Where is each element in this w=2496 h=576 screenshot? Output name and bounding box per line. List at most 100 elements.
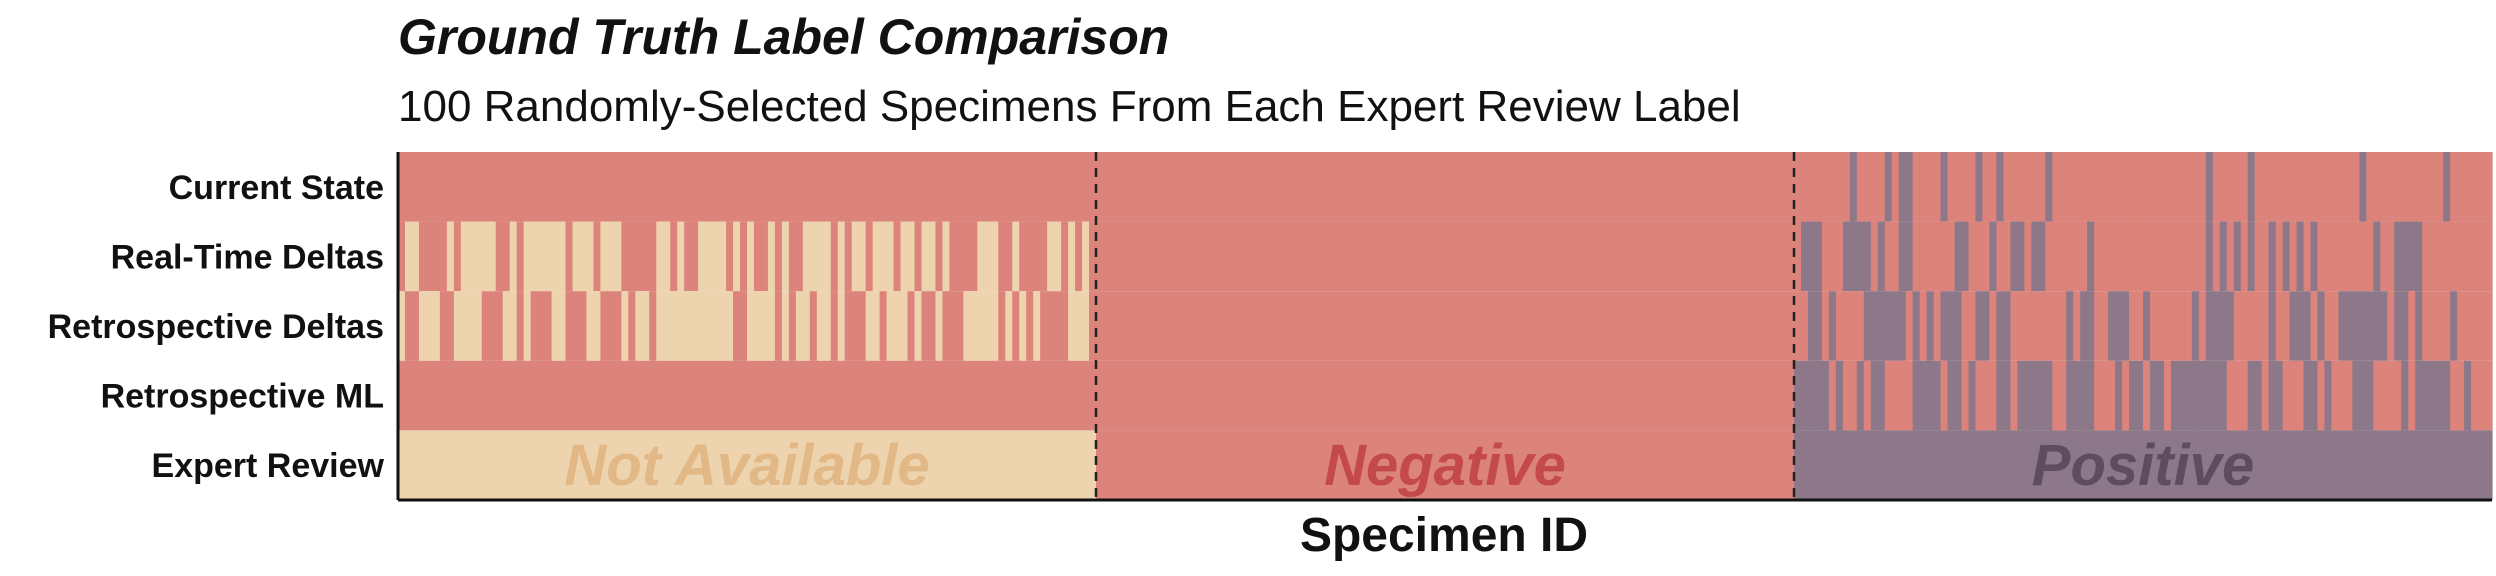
heatmap-cell bbox=[2268, 360, 2277, 431]
heatmap-cell bbox=[1961, 360, 1970, 431]
heatmap-cell bbox=[1012, 291, 1020, 361]
heatmap-cell bbox=[2052, 221, 2060, 292]
heatmap-band bbox=[398, 430, 1097, 500]
heatmap-cell bbox=[2261, 360, 2270, 431]
heatmap-cell bbox=[1807, 360, 1816, 431]
heatmap-cell bbox=[2108, 221, 2116, 292]
heatmap-cell bbox=[2122, 152, 2130, 222]
heatmap-cell bbox=[879, 291, 888, 361]
heatmap-cell bbox=[1870, 152, 1879, 222]
heatmap-cell bbox=[2394, 360, 2402, 431]
heatmap-cell bbox=[2101, 291, 2109, 361]
heatmap-cell bbox=[2038, 360, 2046, 431]
heatmap-cell bbox=[2031, 221, 2039, 292]
row-label: Current State bbox=[169, 169, 384, 207]
heatmap-cell bbox=[2373, 291, 2381, 361]
heatmap-cell bbox=[2261, 291, 2270, 361]
heatmap-cell bbox=[991, 221, 999, 292]
heatmap-cell bbox=[1996, 221, 2004, 292]
heatmap-cell bbox=[2226, 221, 2235, 292]
heatmap-cell bbox=[2226, 152, 2235, 222]
heatmap-cell bbox=[1884, 291, 1893, 361]
heatmap-cell bbox=[1989, 152, 1998, 222]
heatmap-cell bbox=[2233, 360, 2242, 431]
heatmap-cell bbox=[2198, 291, 2207, 361]
heatmap-cell bbox=[2303, 221, 2312, 292]
heatmap-cell bbox=[2429, 152, 2437, 222]
heatmap-cell bbox=[2240, 221, 2249, 292]
heatmap-cell bbox=[656, 221, 664, 292]
heatmap-cell bbox=[726, 221, 734, 292]
heatmap-cell bbox=[656, 291, 664, 361]
heatmap-cell bbox=[2296, 360, 2305, 431]
heatmap-cell bbox=[2450, 360, 2458, 431]
heatmap-cell bbox=[1877, 291, 1886, 361]
heatmap-cell bbox=[495, 221, 504, 292]
heatmap-cell bbox=[705, 291, 713, 361]
heatmap-cell bbox=[621, 291, 629, 361]
heatmap-cell bbox=[502, 221, 511, 292]
heatmap-cell bbox=[2226, 360, 2235, 431]
heatmap-cell bbox=[2149, 152, 2158, 222]
group-label: Not Available bbox=[564, 433, 929, 498]
heatmap-cell bbox=[537, 291, 546, 361]
heatmap-cell bbox=[1961, 221, 1970, 292]
heatmap-cell bbox=[425, 291, 434, 361]
heatmap-cell bbox=[558, 291, 567, 361]
heatmap-cell bbox=[2345, 291, 2353, 361]
heatmap-cell bbox=[2184, 221, 2193, 292]
heatmap-cell bbox=[893, 291, 902, 361]
heatmap-cell bbox=[2282, 360, 2291, 431]
heatmap-cell bbox=[411, 291, 420, 361]
heatmap-cell bbox=[2219, 360, 2228, 431]
heatmap-cell bbox=[2240, 291, 2249, 361]
heatmap-cell bbox=[544, 221, 553, 292]
heatmap-cell bbox=[2415, 360, 2423, 431]
heatmap-cell bbox=[2394, 221, 2402, 292]
heatmap-cell bbox=[2324, 152, 2333, 222]
heatmap-cell bbox=[795, 221, 804, 292]
heatmap-cell bbox=[2282, 152, 2291, 222]
heatmap-cell bbox=[2310, 221, 2319, 292]
heatmap-cell bbox=[1870, 291, 1879, 361]
heatmap-cell bbox=[1814, 152, 1823, 222]
heatmap-cell bbox=[907, 291, 916, 361]
heatmap-cell bbox=[858, 221, 867, 292]
heatmap-cell bbox=[2254, 221, 2263, 292]
heatmap-cell bbox=[2471, 360, 2479, 431]
heatmap-cell bbox=[2094, 152, 2102, 222]
heatmap-cell bbox=[2059, 152, 2067, 222]
heatmap-cell bbox=[1989, 221, 1998, 292]
heatmap-cell bbox=[2163, 291, 2172, 361]
heatmap-cell bbox=[2324, 291, 2333, 361]
heatmap-cell bbox=[2254, 291, 2263, 361]
heatmap-cell bbox=[1926, 291, 1935, 361]
heatmap-cell bbox=[607, 291, 615, 361]
heatmap-cell bbox=[2010, 152, 2018, 222]
group-label: Positive bbox=[2032, 433, 2254, 498]
heatmap-cell bbox=[753, 291, 762, 361]
heatmap-cell bbox=[2170, 152, 2179, 222]
heatmap-cell bbox=[2038, 291, 2046, 361]
heatmap-cell bbox=[781, 291, 790, 361]
heatmap-cell bbox=[1982, 291, 1991, 361]
heatmap-cell bbox=[1828, 360, 1837, 431]
heatmap-cell bbox=[2422, 360, 2430, 431]
heatmap-cell bbox=[774, 221, 783, 292]
heatmap-cell bbox=[1814, 360, 1823, 431]
heatmap-cell bbox=[2275, 221, 2284, 292]
heatmap-cell bbox=[2122, 221, 2130, 292]
heatmap-cell bbox=[2317, 221, 2326, 292]
heatmap-cell bbox=[907, 221, 916, 292]
heatmap-cell bbox=[991, 291, 999, 361]
heatmap-cell bbox=[2387, 291, 2395, 361]
heatmap-cell bbox=[467, 221, 476, 292]
heatmap-cell bbox=[1947, 221, 1956, 292]
heatmap-cell bbox=[453, 221, 462, 292]
heatmap-cell bbox=[712, 221, 720, 292]
heatmap-cell bbox=[1856, 152, 1865, 222]
heatmap-cell bbox=[460, 291, 469, 361]
heatmap-cell bbox=[2163, 360, 2172, 431]
row-label: Real-Time Deltas bbox=[111, 238, 384, 276]
heatmap-cell bbox=[1919, 221, 1928, 292]
